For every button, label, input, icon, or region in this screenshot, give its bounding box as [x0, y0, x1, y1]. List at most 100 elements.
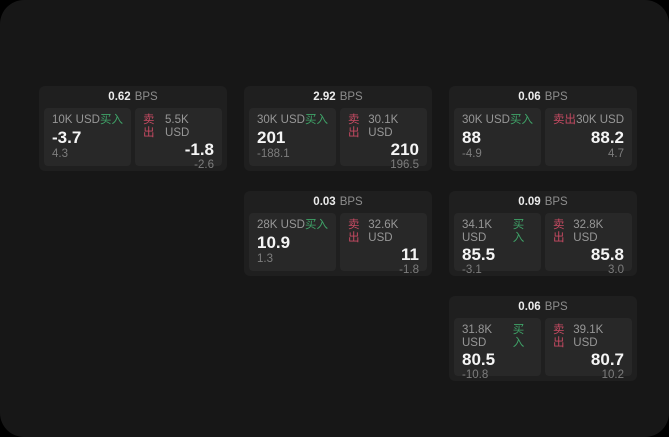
bps-unit-label: BPS	[544, 196, 568, 208]
bps-header: 2.92 BPS	[249, 86, 427, 108]
sell-tile-top: 卖出 5.5K USD	[143, 114, 214, 140]
bid-delta: 1.3	[257, 253, 273, 265]
spread-card: 0.06 BPS 30K USD 买入 88 -4.9 卖出 30K USD	[449, 86, 637, 171]
buy-tile-top: 10K USD 买入	[52, 114, 123, 127]
bid-delta: -3.1	[462, 264, 482, 276]
buy-tile-top: 31.8K USD 买入	[462, 324, 533, 350]
buy-tile-top: 30K USD 买入	[257, 114, 328, 127]
notional-size: 30K USD	[257, 114, 305, 126]
sell-quote-panel[interactable]: 卖出 39.1K USD 80.7 10.2	[545, 318, 632, 381]
buy-side-label: 买入	[305, 114, 328, 126]
notional-size: 34.1K USD	[462, 219, 493, 244]
ask-delta: -1.8	[399, 264, 419, 276]
spread-card: 2.92 BPS 30K USD 买入 201 -188.1 卖出 30.1K …	[244, 86, 432, 171]
bps-value: 2.92	[313, 91, 336, 103]
notional-size: 30.1K USD	[368, 114, 399, 139]
buy-side-label: 买入	[512, 324, 525, 349]
spread-card: 0.62 BPS 10K USD 买入 -3.7 4.3 卖出 5.5K USD	[39, 86, 227, 171]
bid-price: 85.5	[462, 245, 496, 264]
sell-tile-top: 卖出 32.6K USD	[348, 219, 419, 245]
bps-header: 0.06 BPS	[454, 86, 632, 108]
bid-price: 10.9	[257, 233, 291, 252]
cards-grid: 0.62 BPS 10K USD 买入 -3.7 4.3 卖出 5.5K USD	[39, 86, 637, 381]
notional-size: 32.8K USD	[573, 219, 604, 244]
buy-quote-panel[interactable]: 30K USD 买入 88 -4.9	[454, 108, 541, 166]
spread-card: 0.09 BPS 34.1K USD 买入 85.5 -3.1 卖出 32.8K…	[449, 191, 637, 276]
buy-quote-panel[interactable]: 28K USD 买入 10.9 1.3	[249, 213, 336, 271]
bps-unit-label: BPS	[339, 91, 363, 103]
spread-card: 0.06 BPS 31.8K USD 买入 80.5 -10.8 卖出 39.1…	[449, 296, 637, 381]
notional-size: 5.5K USD	[165, 114, 190, 139]
ask-price: 210	[390, 140, 419, 159]
bid-price: 201	[257, 128, 286, 147]
notional-size: 39.1K USD	[573, 324, 604, 349]
bid-price: -3.7	[52, 128, 82, 147]
ask-delta: 4.7	[608, 148, 624, 160]
bps-unit-label: BPS	[134, 91, 158, 103]
bps-header: 0.03 BPS	[249, 191, 427, 213]
sell-tile-top: 卖出 30.1K USD	[348, 114, 419, 140]
notional-size: 30K USD	[462, 114, 510, 126]
buy-quote-panel[interactable]: 31.8K USD 买入 80.5 -10.8	[454, 318, 541, 381]
sell-quote-panel[interactable]: 卖出 32.6K USD 11 -1.8	[340, 213, 427, 276]
sell-quote-panel[interactable]: 卖出 30.1K USD 210 196.5	[340, 108, 427, 171]
card-body: 31.8K USD 买入 80.5 -10.8 卖出 39.1K USD 80.…	[454, 318, 632, 381]
sell-side-label: 卖出	[348, 114, 360, 139]
buy-quote-panel[interactable]: 30K USD 买入 201 -188.1	[249, 108, 336, 166]
sell-tile-top: 卖出 30K USD	[553, 114, 624, 127]
bps-unit-label: BPS	[339, 196, 363, 208]
bid-delta: 4.3	[52, 148, 68, 160]
bps-value: 0.06	[518, 91, 541, 103]
ask-price: -1.8	[184, 140, 214, 159]
bid-delta: -4.9	[462, 148, 482, 160]
sell-side-label: 卖出	[553, 114, 576, 126]
sell-side-label: 卖出	[553, 219, 565, 244]
buy-tile-top: 28K USD 买入	[257, 219, 328, 232]
bid-price: 80.5	[462, 350, 496, 369]
buy-side-label: 买入	[512, 219, 525, 244]
ask-delta: -2.6	[194, 159, 214, 171]
sell-side-label: 卖出	[143, 114, 155, 139]
sell-quote-panel[interactable]: 卖出 32.8K USD 85.8 3.0	[545, 213, 632, 276]
bps-unit-label: BPS	[544, 301, 568, 313]
buy-quote-panel[interactable]: 10K USD 买入 -3.7 4.3	[44, 108, 131, 166]
bps-header: 0.62 BPS	[44, 86, 222, 108]
notional-size: 32.6K USD	[368, 219, 399, 244]
card-body: 10K USD 买入 -3.7 4.3 卖出 5.5K USD -1.8 -2.…	[44, 108, 222, 171]
bps-value: 0.62	[108, 91, 131, 103]
buy-side-label: 买入	[305, 219, 328, 231]
sell-tile-top: 卖出 39.1K USD	[553, 324, 624, 350]
ask-delta: 196.5	[390, 159, 419, 171]
bps-header: 0.09 BPS	[454, 191, 632, 213]
card-body: 30K USD 买入 201 -188.1 卖出 30.1K USD 210 1…	[249, 108, 427, 171]
buy-side-label: 买入	[510, 114, 533, 126]
ask-price: 88.2	[590, 128, 624, 147]
bid-price: 88	[462, 128, 481, 147]
sell-quote-panel[interactable]: 卖出 5.5K USD -1.8 -2.6	[135, 108, 222, 171]
sell-tile-top: 卖出 32.8K USD	[553, 219, 624, 245]
buy-tile-top: 34.1K USD 买入	[462, 219, 533, 245]
bps-header: 0.06 BPS	[454, 296, 632, 318]
sell-quote-panel[interactable]: 卖出 30K USD 88.2 4.7	[545, 108, 632, 166]
sell-side-label: 卖出	[348, 219, 360, 244]
notional-size: 31.8K USD	[462, 324, 493, 349]
buy-tile-top: 30K USD 买入	[462, 114, 533, 127]
bps-value: 0.09	[518, 196, 541, 208]
notional-size: 28K USD	[257, 219, 305, 231]
bid-delta: -10.8	[462, 369, 489, 381]
bid-delta: -188.1	[257, 148, 290, 160]
bps-value: 0.03	[313, 196, 336, 208]
ask-delta: 3.0	[608, 264, 624, 276]
ask-delta: 10.2	[601, 369, 624, 381]
bps-value: 0.06	[518, 301, 541, 313]
notional-size: 30K USD	[576, 114, 624, 126]
card-body: 30K USD 买入 88 -4.9 卖出 30K USD 88.2 4.7	[454, 108, 632, 166]
ask-price: 85.8	[590, 245, 624, 264]
ask-price: 80.7	[590, 350, 624, 369]
sell-side-label: 卖出	[553, 324, 565, 349]
buy-quote-panel[interactable]: 34.1K USD 买入 85.5 -3.1	[454, 213, 541, 276]
bps-unit-label: BPS	[544, 91, 568, 103]
card-body: 34.1K USD 买入 85.5 -3.1 卖出 32.8K USD 85.8…	[454, 213, 632, 276]
buy-side-label: 买入	[100, 114, 123, 126]
notional-size: 10K USD	[52, 114, 100, 126]
